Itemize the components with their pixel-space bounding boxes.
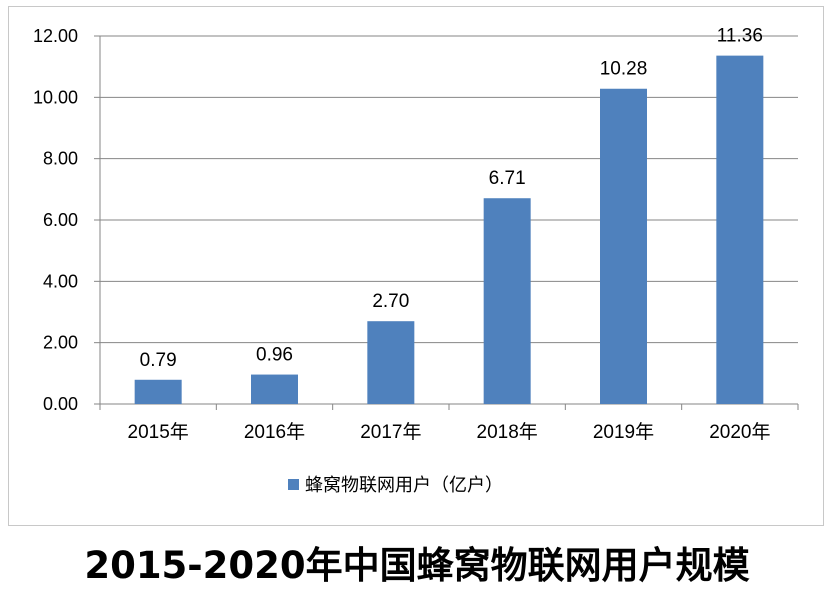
legend-swatch <box>288 479 299 490</box>
x-tick-label: 2018年 <box>477 421 538 443</box>
y-tick-label: 12.00 <box>33 26 78 46</box>
x-tick-label: 2019年 <box>593 421 654 443</box>
bar <box>483 198 531 404</box>
x-tick-label: 2015年 <box>128 421 189 443</box>
data-label: 10.28 <box>600 59 648 80</box>
y-tick-label: 10.00 <box>33 87 78 107</box>
x-tick-label: 2017年 <box>360 421 421 443</box>
chart-caption: 2015-2020年中国蜂窝物联网用户规模 <box>84 544 750 587</box>
y-tick-label: 8.00 <box>43 149 78 169</box>
bar <box>367 321 415 404</box>
bar <box>251 374 298 404</box>
y-tick-label: 6.00 <box>43 210 78 230</box>
data-label: 0.96 <box>256 345 293 366</box>
legend-label: 蜂窝物联网用户（亿户） <box>305 475 503 495</box>
data-label: 11.36 <box>717 26 763 47</box>
bar <box>600 88 647 404</box>
bar <box>716 55 764 404</box>
data-label: 2.70 <box>372 291 409 312</box>
bar <box>134 379 182 404</box>
data-label: 6.71 <box>489 168 526 189</box>
data-label: 0.79 <box>140 350 177 371</box>
chart-frame <box>8 6 824 526</box>
y-tick-label: 2.00 <box>43 333 78 353</box>
y-tick-label: 0.00 <box>43 394 78 414</box>
x-tick-label: 2020年 <box>709 421 770 443</box>
y-tick-label: 4.00 <box>43 271 78 291</box>
x-tick-label: 2016年 <box>244 421 305 443</box>
